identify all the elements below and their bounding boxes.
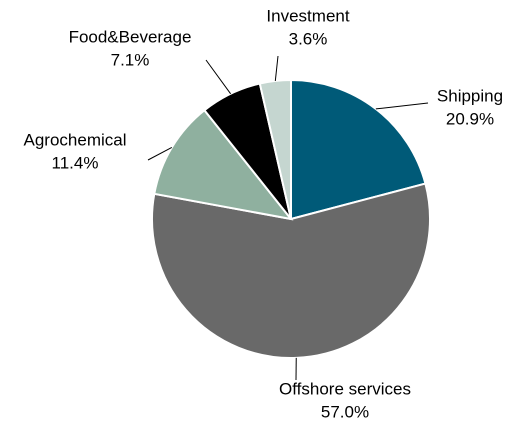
leader-line: [147, 147, 173, 161]
slice-label: Investment: [266, 6, 349, 25]
slice-label: Food&Beverage: [69, 27, 192, 46]
slice-value-label: 57.0%: [321, 402, 369, 421]
pie-slice: [290, 78, 427, 221]
leader-line: [205, 59, 232, 95]
slice-value-label: 20.9%: [446, 109, 494, 128]
pie-slice: [151, 182, 431, 359]
pie-slice: [153, 108, 294, 221]
slice-label: Shipping: [437, 86, 503, 105]
slice-value-label: 3.6%: [289, 29, 328, 48]
slice-label: Agrochemical: [24, 130, 127, 149]
slice-label: Offshore services: [279, 379, 411, 398]
leader-line: [375, 102, 429, 110]
pie-slice: [258, 78, 292, 220]
leader-line: [274, 55, 279, 81]
slice-value-label: 7.1%: [111, 50, 150, 69]
slice-value-label: 11.4%: [52, 153, 99, 172]
